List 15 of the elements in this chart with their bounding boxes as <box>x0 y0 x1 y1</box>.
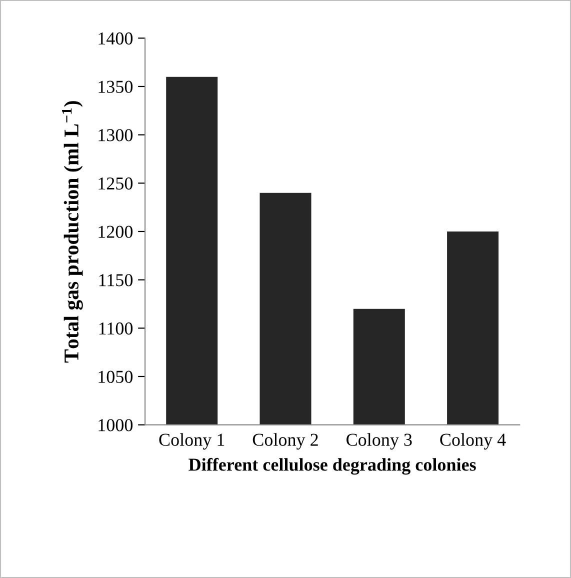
y-tick-label: 1400 <box>98 32 133 45</box>
y-tick-label: 1050 <box>98 370 133 383</box>
y-tick-label: 1000 <box>98 419 133 432</box>
y-tick-label: 1100 <box>99 322 133 335</box>
y-tick-label: 1250 <box>98 177 133 190</box>
x-tick-label: Colony 1 <box>159 433 224 450</box>
x-tick-label: Colony 2 <box>252 433 318 450</box>
x-axis-title: Different cellulose degrading colonies <box>188 458 476 475</box>
x-tick-label: Colony 4 <box>440 433 506 450</box>
y-tick-label: 1350 <box>98 80 133 93</box>
x-tick-label: Colony 3 <box>346 433 412 450</box>
y-tick-label: 1200 <box>98 226 133 238</box>
y-axis-title: Total gas production (ml L$^{−1}$) <box>62 101 83 363</box>
y-tick-label: 1150 <box>99 274 133 286</box>
y-tick-label: 1300 <box>98 129 133 142</box>
